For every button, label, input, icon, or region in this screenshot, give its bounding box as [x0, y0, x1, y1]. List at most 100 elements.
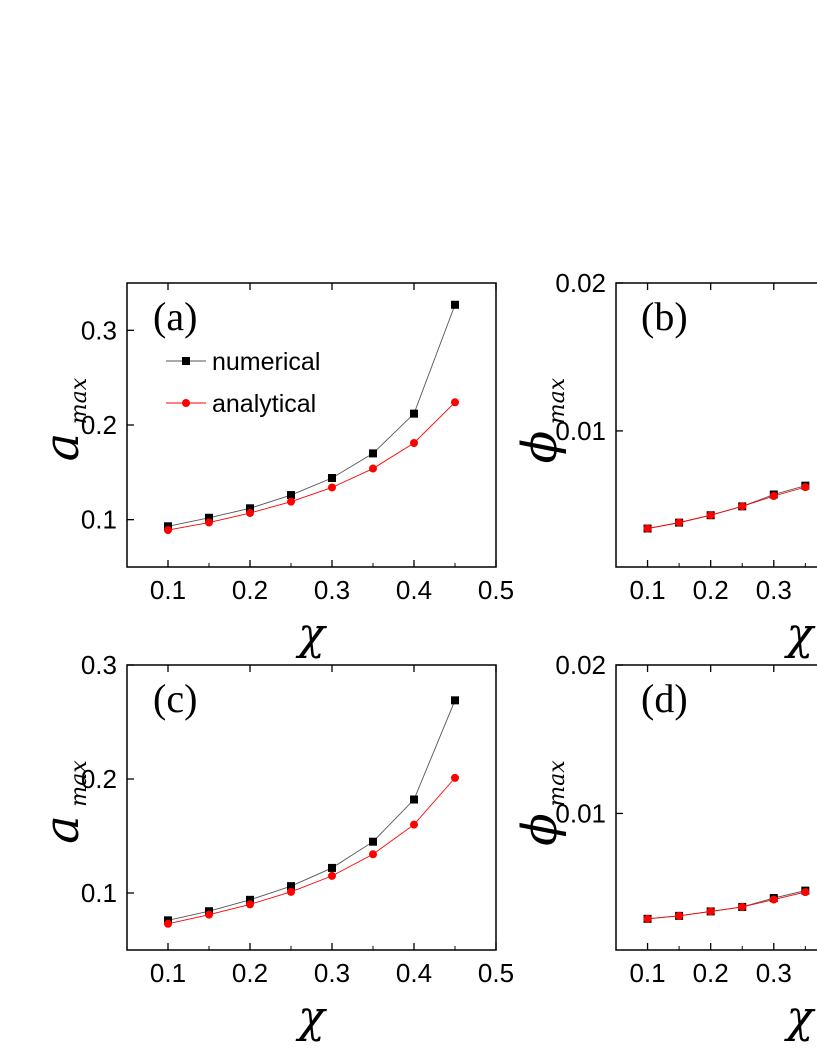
series-line: [167, 401, 456, 531]
y-tick-label: 0.01: [555, 798, 606, 828]
y-axis-label: a max: [34, 760, 92, 844]
y-tick-label: 0.02: [555, 650, 606, 680]
data-point-circle: [643, 524, 652, 533]
x-tick-label: 0.1: [150, 958, 186, 988]
y-axis-subscript: max: [545, 377, 570, 424]
legend-marker-circle: [182, 399, 190, 407]
data-point-circle: [410, 438, 418, 447]
series-line: [167, 777, 456, 925]
data-point-circle: [328, 871, 336, 880]
data-point-circle: [801, 483, 810, 492]
data-point-square: [410, 795, 418, 804]
x-axis-label: χ: [295, 609, 327, 660]
x-tick-label: 0.3: [756, 575, 792, 605]
data-point-circle: [369, 850, 377, 859]
data-point-square: [246, 895, 254, 904]
x-tick-label: 0.5: [478, 575, 514, 605]
data-point-square: [287, 882, 295, 891]
data-point-circle: [287, 887, 295, 896]
y-tick-label: 0.1: [81, 878, 117, 908]
x-tick-label: 0.4: [396, 575, 432, 605]
legend: numerical analytical: [166, 348, 320, 418]
data-point-circle: [706, 511, 715, 520]
x-tick-label: 0.3: [314, 958, 350, 988]
series-line: [647, 891, 806, 920]
panel-label: (a): [153, 294, 197, 339]
data-point-square: [451, 300, 459, 309]
data-point-circle: [675, 911, 684, 920]
data-point-circle: [769, 492, 778, 500]
data-point-circle: [164, 919, 172, 928]
data-point-circle: [410, 820, 418, 829]
y-axis-subscript: max: [67, 760, 92, 807]
panel-label: (b): [641, 294, 688, 339]
y-axis-label: a max: [34, 377, 92, 461]
y-axis-subscript: max: [545, 760, 570, 807]
data-point-circle: [738, 902, 747, 911]
panel-c: 0.1 0.2 0.3 0.4 0.5 0.1 0.2 0.3 χ a max (c): [34, 650, 514, 1043]
x-axis-label: χ: [784, 992, 816, 1043]
data-point-circle: [451, 773, 459, 782]
panel-label: (d): [641, 676, 688, 721]
data-point-square: [328, 474, 336, 483]
data-point-circle: [205, 518, 213, 527]
x-tick-label: 0.3: [756, 958, 792, 988]
plot-frame: [615, 664, 817, 951]
data-point-square: [451, 696, 459, 705]
data-point-circle: [738, 502, 747, 511]
x-tick-label: 0.2: [232, 958, 268, 988]
data-point-square: [328, 863, 336, 872]
data-point-circle: [643, 914, 652, 923]
data-point-square: [246, 504, 254, 513]
legend-marker-square: [182, 357, 190, 365]
legend-label: numerical: [212, 348, 320, 376]
y-tick-label: 0.3: [81, 650, 117, 680]
series-line: [167, 700, 456, 921]
series-numerical: [164, 696, 459, 925]
data-point-circle: [328, 483, 336, 492]
x-tick-label: 0.2: [693, 575, 729, 605]
panel-d: 0.1 0.2 0.3 0.01 0.02 χ ϕ max (d): [512, 650, 817, 1043]
y-axis-label: ϕ max: [512, 760, 570, 846]
x-tick-label: 0.4: [396, 958, 432, 988]
data-point-circle: [246, 900, 254, 909]
legend-label: analytical: [212, 390, 316, 418]
x-tick-label: 0.2: [693, 958, 729, 988]
data-point-circle: [287, 497, 295, 506]
data-point-circle: [369, 464, 377, 473]
x-tick-label: 0.2: [232, 575, 268, 605]
series-analytical: [164, 773, 459, 928]
y-axis-symbol: a: [34, 433, 90, 462]
y-tick-label: 0.2: [81, 410, 117, 440]
y-tick-label: 0.2: [81, 764, 117, 794]
panel-label: (c): [153, 676, 197, 721]
series-line: [647, 486, 806, 529]
y-tick-label: 0.02: [555, 268, 606, 298]
series-numerical: [164, 300, 459, 531]
data-point-circle: [769, 895, 778, 904]
x-axis-label: χ: [295, 992, 327, 1043]
data-point-circle: [706, 907, 715, 916]
x-tick-label: 0.3: [314, 575, 350, 605]
series-analytical: [643, 483, 810, 533]
data-point-circle: [164, 526, 172, 535]
data-point-circle: [451, 398, 459, 407]
y-axis-symbol: ϕ: [512, 431, 568, 464]
data-point-square: [369, 449, 377, 458]
plot-frame: [615, 282, 817, 568]
panel-a: 0.1 0.2 0.3 0.4 0.5 0.1 0.2 0.3 χ a max (a) numerica…: [34, 282, 514, 660]
y-axis-subscript: max: [67, 377, 92, 424]
data-point-square: [410, 409, 418, 418]
x-tick-label: 0.1: [629, 575, 665, 605]
data-point-square: [369, 837, 377, 846]
data-point-circle: [675, 518, 684, 527]
y-tick-label: 0.01: [555, 416, 606, 446]
panel-b: 0.1 0.2 0.3 0.01 0.02 χ ϕ max (b): [512, 268, 817, 660]
data-point-circle: [246, 509, 254, 518]
series-analytical: [164, 398, 459, 535]
data-point-square: [287, 491, 295, 500]
x-tick-label: 0.1: [629, 958, 665, 988]
series-line: [167, 304, 456, 527]
y-axis-symbol: a: [34, 815, 90, 844]
y-axis-label: ϕ max: [512, 377, 570, 463]
